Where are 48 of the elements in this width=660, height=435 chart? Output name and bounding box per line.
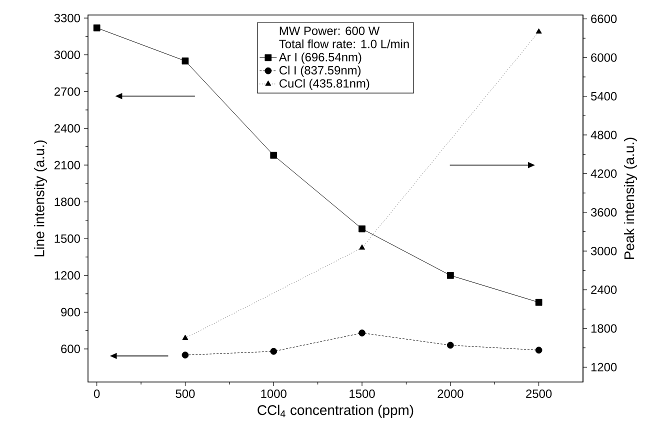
point	[270, 152, 278, 159]
x-tick-label: 1500	[350, 390, 375, 398]
y-tick-label: 600	[61, 344, 80, 354]
y-tick-label: 1800	[54, 198, 80, 206]
y-tick-label: 2400	[54, 124, 80, 133]
y-tick-label: 2700	[54, 87, 80, 96]
y-tick-label: 2100	[54, 160, 80, 170]
point	[182, 58, 189, 64]
legend-label: CuCl (435.81nm)	[280, 78, 370, 90]
point	[446, 342, 454, 349]
x-tick-label: 2500	[526, 390, 552, 398]
y2-tick-label: 3000	[590, 246, 617, 256]
y-tick-label: 1500	[54, 234, 80, 243]
y2-tick-label: 4200	[590, 169, 617, 178]
point	[358, 225, 366, 232]
point	[535, 346, 542, 354]
y-tick-label: 3000	[54, 50, 80, 60]
point	[358, 330, 366, 336]
point	[359, 244, 366, 250]
y2-tick-label: 4800	[590, 130, 617, 140]
y-tick-label: 1200	[54, 271, 80, 280]
x-tick-label: 1000	[261, 390, 286, 398]
point	[182, 334, 188, 340]
point	[270, 348, 278, 355]
legend-label: Cl I (837.59nm)	[280, 66, 361, 77]
x-tick-label: 0	[94, 390, 100, 398]
x-tick-label: 500	[176, 390, 195, 398]
y2-tick-label: 3600	[590, 208, 617, 217]
point	[536, 28, 542, 34]
y2-tick-label: 2400	[591, 286, 617, 294]
y-tick-label: 3300	[54, 14, 80, 22]
y2-tick-label: 6600	[591, 14, 617, 24]
annotation: MW Power: 600 W	[280, 26, 380, 36]
y-tick-label: 900	[61, 308, 80, 316]
y2-tick-label: 1200	[591, 362, 617, 372]
y2-tick-label: 6000	[591, 53, 617, 62]
point	[93, 24, 100, 32]
y2-axis-title: Peak intensity (a.u.)	[624, 138, 637, 259]
y2-tick-label: 5400	[591, 92, 617, 100]
x-axis-title: CCl$_{4}$ concentration (ppm)	[258, 404, 414, 418]
x-tick-label: 2000	[438, 390, 464, 398]
y-axis-title: Line intensity (a.u.)	[34, 140, 48, 256]
point	[182, 352, 189, 358]
annotation: Total flow rate: 1.0 L/min	[279, 39, 409, 48]
point	[535, 298, 542, 306]
point	[446, 272, 454, 279]
y2-tick-label: 1800	[591, 324, 617, 333]
legend-label: Ar I (696.54nm)	[278, 52, 362, 64]
